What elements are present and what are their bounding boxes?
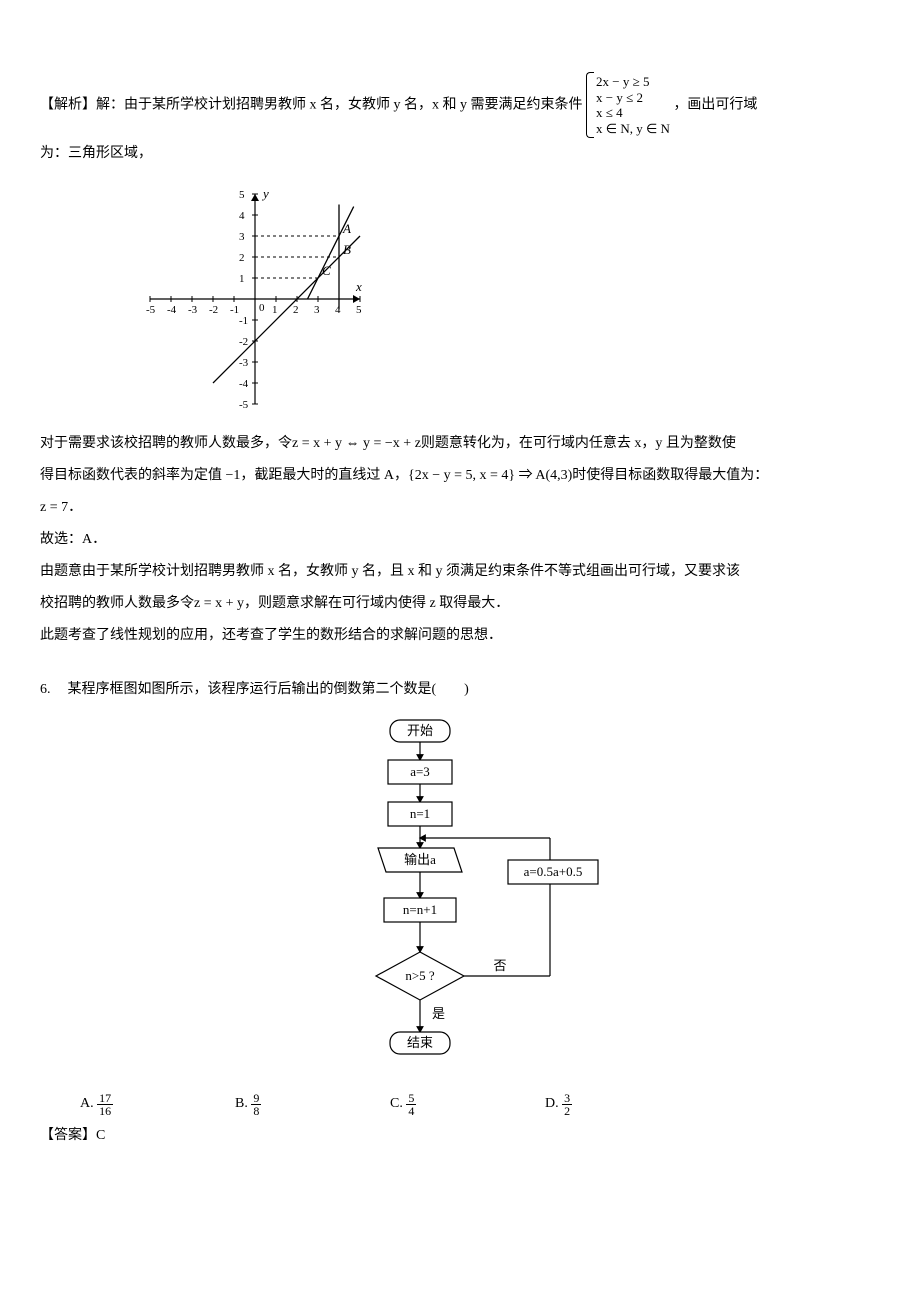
- svg-text:-1: -1: [239, 315, 248, 327]
- svg-text:1: 1: [239, 273, 245, 285]
- solution-para: 故选：A．: [40, 526, 880, 554]
- svg-text:-4: -4: [239, 378, 249, 390]
- solution-line-2: 为：三角形区域，: [40, 140, 880, 168]
- svg-text:3: 3: [314, 304, 320, 316]
- option-letter: A.: [80, 1096, 94, 1111]
- coord-graph-svg: -5-4-3-2-1012345-5-4-3-2-112345xyABC: [130, 174, 380, 424]
- svg-text:C: C: [322, 263, 331, 278]
- option-d: D. 3 2: [545, 1090, 700, 1118]
- fraction: 3 2: [562, 1092, 572, 1117]
- svg-text:-2: -2: [239, 336, 248, 348]
- solution-para: 得目标函数代表的斜率为定值 −1，截距最大时的直线过 A，{2x − y = 5…: [40, 462, 880, 490]
- fraction: 9 8: [251, 1092, 261, 1117]
- svg-text:0: 0: [259, 302, 265, 314]
- solution-line-1: 【解析】解：由于某所学校计划招聘男教师 x 名，女教师 y 名，x 和 y 需要…: [40, 74, 880, 136]
- option-c: C. 5 4: [390, 1090, 545, 1118]
- svg-text:5: 5: [239, 189, 245, 201]
- svg-text:-1: -1: [230, 304, 239, 316]
- flowchart: 开始 a=3 n=1 输出a n=n+1 n>5 ? 是结束 否 a=0.5a+0.5: [40, 712, 880, 1082]
- svg-text:-5: -5: [239, 399, 249, 411]
- svg-text:-3: -3: [188, 304, 198, 316]
- svg-text:-3: -3: [239, 357, 249, 369]
- svg-text:A: A: [342, 221, 351, 236]
- option-letter: C.: [390, 1096, 403, 1111]
- svg-text:4: 4: [239, 210, 245, 222]
- feasible-region-graph: -5-4-3-2-1012345-5-4-3-2-112345xyABC: [130, 174, 880, 424]
- constraint-row: 2x − y ≥ 5: [596, 74, 670, 90]
- svg-text:输出a: 输出a: [404, 852, 436, 867]
- svg-text:-2: -2: [209, 304, 218, 316]
- svg-text:-5: -5: [146, 304, 156, 316]
- svg-text:x: x: [355, 279, 362, 294]
- svg-text:n=n+1: n=n+1: [403, 902, 437, 917]
- question-text: 某程序框图如图所示，该程序运行后输出的倒数第二个数是( ): [68, 682, 469, 697]
- svg-text:3: 3: [239, 231, 245, 243]
- spacer: [40, 654, 880, 672]
- svg-text:5: 5: [356, 304, 362, 316]
- svg-text:结束: 结束: [407, 1035, 433, 1050]
- fraction: 5 4: [406, 1092, 416, 1117]
- solution-para: 此题考查了线性规划的应用，还考查了学生的数形结合的求解问题的思想．: [40, 622, 880, 650]
- svg-text:2: 2: [239, 252, 245, 264]
- question-number: 6.: [40, 676, 64, 704]
- svg-text:a=3: a=3: [410, 764, 430, 779]
- svg-text:否: 否: [493, 958, 506, 973]
- svg-text:2: 2: [293, 304, 299, 316]
- option-letter: D.: [545, 1096, 559, 1111]
- constraint-row: x ∈ N, y ∈ N: [596, 121, 670, 137]
- option-b: B. 9 8: [235, 1090, 390, 1118]
- option-a: A. 17 16: [80, 1090, 235, 1118]
- svg-text:n>5 ?: n>5 ?: [405, 968, 435, 983]
- svg-text:n=1: n=1: [410, 806, 430, 821]
- flowchart-svg: 开始 a=3 n=1 输出a n=n+1 n>5 ? 是结束 否 a=0.5a+0.5: [300, 712, 620, 1082]
- constraint-row: x − y ≤ 2: [596, 90, 670, 106]
- svg-text:4: 4: [335, 304, 341, 316]
- constraint-system: 2x − y ≥ 5 x − y ≤ 2 x ≤ 4 x ∈ N, y ∈ N: [586, 74, 670, 136]
- question-stem: 6. 某程序框图如图所示，该程序运行后输出的倒数第二个数是( ): [40, 676, 880, 704]
- solution-pretext: 【解析】解：由于某所学校计划招聘男教师 x 名，女教师 y 名，x 和 y 需要…: [40, 97, 583, 112]
- svg-text:B: B: [343, 242, 351, 257]
- options-row: A. 17 16 B. 9 8 C. 5 4 D. 3 2: [80, 1090, 880, 1118]
- constraint-row: x ≤ 4: [596, 105, 670, 121]
- solution-para: 校招聘的教师人数最多令z = x + y，则题意求解在可行域内使得 z 取得最大…: [40, 590, 880, 618]
- fraction: 17 16: [97, 1092, 113, 1117]
- option-letter: B.: [235, 1096, 248, 1111]
- solution-posttext: ，画出可行域: [673, 97, 757, 112]
- solution-para: 由题意由于某所学校计划招聘男教师 x 名，女教师 y 名，且 x 和 y 须满足…: [40, 558, 880, 586]
- solution-para: z = 7．: [40, 494, 880, 522]
- svg-text:a=0.5a+0.5: a=0.5a+0.5: [524, 864, 583, 879]
- svg-text:1: 1: [272, 304, 278, 316]
- svg-text:开始: 开始: [407, 723, 433, 738]
- svg-text:-4: -4: [167, 304, 177, 316]
- svg-text:y: y: [261, 186, 269, 201]
- svg-text:是: 是: [432, 1006, 445, 1021]
- answer-line: 【答案】C: [40, 1122, 880, 1150]
- solution-para: 对于需要求该校招聘的教师人数最多，令z = x + y ⇔ y = −x + z…: [40, 430, 880, 458]
